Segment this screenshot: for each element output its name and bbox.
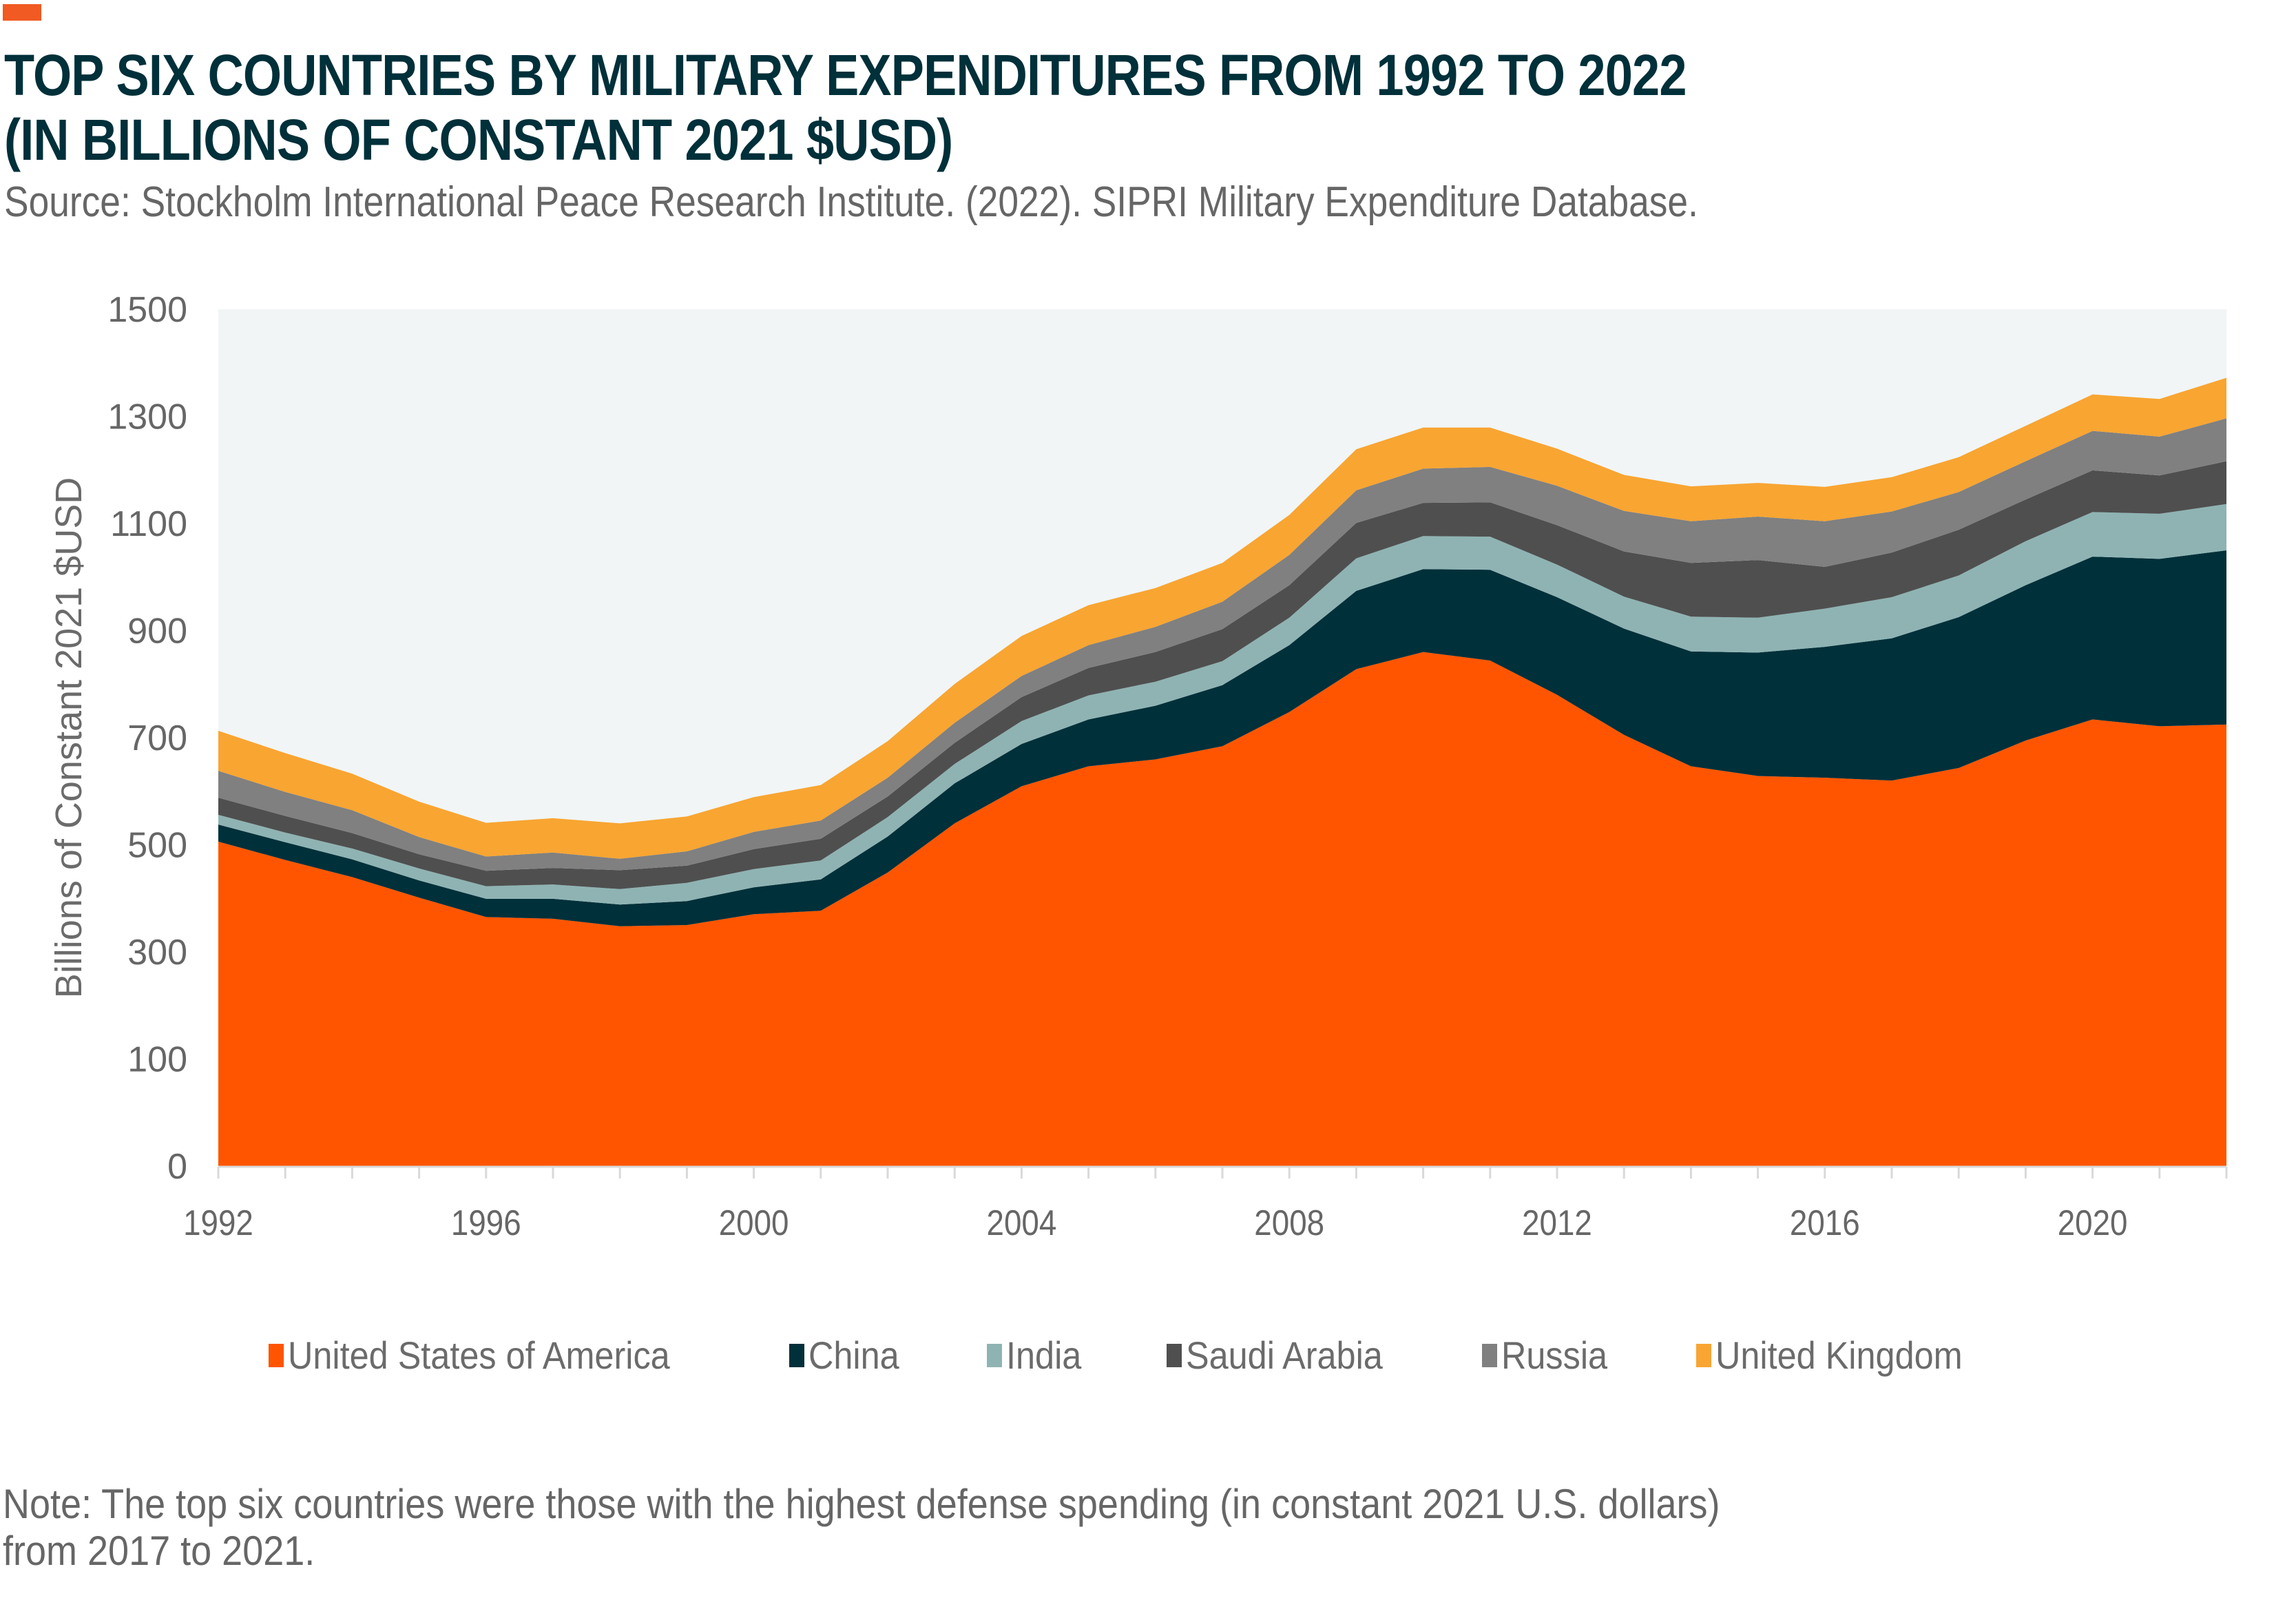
y-axis: 0 100 300 500 700 900 1100 1300 1500 [107,290,187,1187]
x-tick-label: 2008 [1254,1203,1324,1243]
x-tick-label: 2012 [1522,1203,1592,1243]
accent-bar [3,4,41,21]
legend-swatch [269,1343,284,1367]
x-tick-label: 1996 [451,1203,521,1243]
area-russia [218,418,2226,871]
stacked-area-chart: 1992 1996 2000 2004 2008 2012 2016 2020 0 100 300… [48,290,2228,1243]
legend-label: Russia [1501,1333,1607,1377]
legend-item: India [986,1333,1089,1378]
y-tick-label: 0 [167,1147,187,1187]
y-tick-label: 1100 [110,504,187,544]
x-tick-label: 2004 [987,1203,1057,1243]
area-saudi-arabia [218,461,2226,889]
chart-title-line-2: (IN BILLIONS OF CONSTANT 2021 $USD) [4,107,953,172]
y-tick-label: 900 [127,612,187,652]
legend-label: United Kingdom [1715,1333,1963,1377]
area-india [218,504,2226,905]
y-tick-label: 300 [127,933,187,973]
legend-swatch [1167,1343,1182,1367]
x-tick-label: 2000 [719,1203,789,1243]
x-tick-label: 2020 [2058,1203,2128,1243]
x-tick-label: 1992 [183,1203,253,1243]
note-line-2: from 2017 to 2021. [3,1528,315,1574]
area-united-states-of-america [218,652,2226,1166]
y-tick-label: 100 [127,1040,187,1080]
legend-item: Saudi Arabia [1167,1333,1405,1378]
legend: United States of America China India Saudi … [269,1333,2067,1378]
chart-source: Source: Stockholm International Peace Re… [4,178,1698,226]
chart-title-line-1: TOP SIX COUNTRIES BY MILITARY EXPENDITUR… [4,43,1687,107]
area-china [218,550,2226,926]
legend-item: Russia [1481,1333,1619,1378]
x-tick-label: 2016 [1790,1203,1860,1243]
area-united-kingdom [218,377,2226,859]
y-tick-label: 1500 [107,290,187,330]
legend-swatch [1481,1343,1497,1367]
chart-title: TOP SIX COUNTRIES BY MILITARY EXPENDITUR… [4,43,1687,172]
note-line-1: Note: The top six countries were those w… [3,1481,1720,1527]
y-axis-label: Billions of Constant 2021 $USD [48,477,90,998]
legend-swatch [986,1343,1002,1367]
y-tick-label: 700 [127,718,187,758]
legend-label: India [1005,1333,1081,1377]
legend-swatch [1695,1343,1711,1367]
x-axis: 1992 1996 2000 2004 2008 2012 2016 2020 [183,1165,2228,1243]
note: Note: The top six countries were those w… [3,1481,1720,1575]
legend-swatch [789,1343,805,1367]
area-layers [218,377,2226,1166]
y-tick-label: 1300 [107,397,187,437]
legend-label: Saudi Arabia [1186,1333,1383,1377]
legend-item: United Kingdom [1695,1333,1990,1378]
legend-label: China [808,1333,900,1377]
legend-label: United States of America [288,1333,670,1377]
legend-item: United States of America [269,1333,712,1378]
y-tick-label: 500 [127,826,187,866]
legend-item: China [789,1333,909,1378]
